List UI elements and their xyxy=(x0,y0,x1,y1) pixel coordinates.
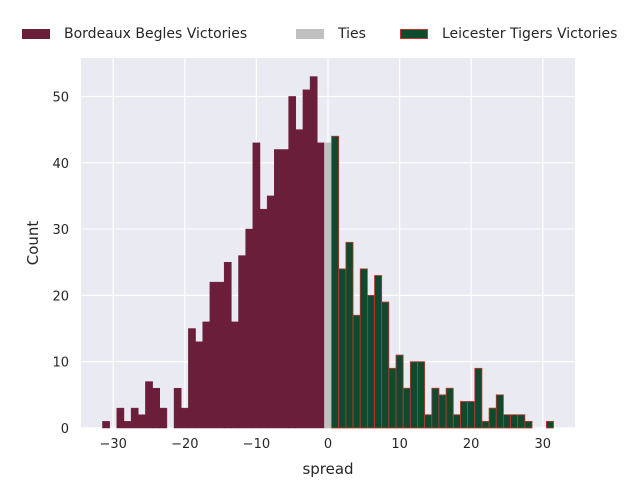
legend-item-ties: Ties xyxy=(296,26,366,42)
bar-bordeaux xyxy=(159,407,168,429)
bar-leicester xyxy=(381,301,390,429)
y-tick-label: 0 xyxy=(61,422,69,437)
bar-leicester xyxy=(417,361,426,429)
y-tick-label: 40 xyxy=(52,157,69,172)
x-tick-label: 10 xyxy=(391,437,408,452)
bar-bordeaux xyxy=(145,381,153,429)
bar-leicester xyxy=(445,387,454,429)
y-tick-label: 30 xyxy=(52,223,69,238)
bar-bordeaux xyxy=(209,281,218,429)
x-tick-label: −10 xyxy=(243,437,270,452)
legend-item-leicester: Leicester Tigers Victories xyxy=(400,26,617,42)
legend-label-bordeaux: Bordeaux Begles Victories xyxy=(64,26,248,42)
bar-leicester xyxy=(510,414,519,429)
bar-bordeaux xyxy=(152,387,161,429)
legend-item-bordeaux: Bordeaux Begles Victories xyxy=(22,26,247,42)
bar-leicester xyxy=(366,294,375,429)
bar-bordeaux xyxy=(302,89,311,429)
y-tick-label: 20 xyxy=(52,289,69,304)
y-tick-label: 50 xyxy=(52,90,69,105)
bar-leicester xyxy=(474,367,483,429)
bar-bordeaux xyxy=(116,407,125,429)
bar-leicester xyxy=(467,401,476,429)
bar-leicester xyxy=(338,268,347,429)
bar-leicester xyxy=(402,387,411,429)
bar-bordeaux xyxy=(245,228,254,429)
bar-bordeaux xyxy=(252,142,261,429)
legend-swatch-leicester xyxy=(400,29,428,39)
legend-label-ties: Ties xyxy=(338,26,366,42)
bar-bordeaux xyxy=(274,149,282,429)
bar-bordeaux xyxy=(309,76,318,429)
bar-bordeaux xyxy=(238,255,246,429)
bar-bordeaux xyxy=(231,321,239,429)
x-tick-label: −20 xyxy=(171,437,198,452)
bar-leicester xyxy=(345,241,354,429)
bar-bordeaux xyxy=(216,281,225,429)
x-tick-label: 30 xyxy=(535,437,552,452)
x-axis-label: spread xyxy=(302,460,353,478)
bar-bordeaux xyxy=(130,407,139,429)
bar-bordeaux xyxy=(295,129,304,429)
bar-leicester xyxy=(431,387,440,429)
y-axis-label: Count xyxy=(24,221,42,266)
bar-leicester xyxy=(409,361,418,429)
legend: Bordeaux Begles Victories Ties Leicester… xyxy=(0,26,640,46)
bar-leicester xyxy=(424,414,433,429)
bar-leicester xyxy=(452,414,461,429)
bar-leicester xyxy=(438,394,447,429)
bar-bordeaux xyxy=(138,414,146,429)
x-tick-label: 0 xyxy=(324,437,332,452)
bar-leicester xyxy=(359,268,368,429)
bar-bordeaux xyxy=(281,149,289,429)
bar-leicester xyxy=(460,401,469,429)
bar-leicester xyxy=(495,394,504,429)
bar-bordeaux xyxy=(180,407,189,429)
bar-leicester xyxy=(374,275,383,429)
legend-swatch-ties xyxy=(296,29,324,39)
legend-swatch-bordeaux xyxy=(22,29,50,39)
bar-bordeaux xyxy=(317,142,325,429)
bar-leicester xyxy=(524,420,533,429)
tick-labels: −30 −20 −10 0 10 20 30 0 10 20 30 40 50 xyxy=(52,90,551,452)
bar-leicester xyxy=(352,314,361,429)
bar-leicester xyxy=(517,414,526,429)
legend-label-leicester: Leicester Tigers Victories xyxy=(442,26,618,42)
bar-bordeaux xyxy=(173,387,182,429)
bar-leicester xyxy=(395,354,404,429)
bar-leicester xyxy=(331,135,340,429)
bar-leicester xyxy=(503,414,511,429)
bar-bordeaux xyxy=(195,341,203,429)
bar-bordeaux xyxy=(259,208,268,429)
bar-ties xyxy=(324,142,332,429)
bar-bordeaux xyxy=(188,328,196,429)
y-tick-label: 10 xyxy=(52,356,69,371)
bar-leicester xyxy=(481,420,490,429)
bar-leicester xyxy=(388,367,397,429)
bar-leicester xyxy=(488,407,497,429)
bar-bordeaux xyxy=(266,195,275,429)
bars xyxy=(102,76,554,429)
bar-leicester xyxy=(545,420,554,429)
bar-bordeaux xyxy=(123,421,132,429)
bar-bordeaux xyxy=(223,261,232,429)
bar-bordeaux xyxy=(202,321,211,429)
x-tick-label: −30 xyxy=(99,437,126,452)
x-tick-label: 20 xyxy=(463,437,480,452)
bar-bordeaux xyxy=(288,96,297,429)
bar-bordeaux xyxy=(102,421,110,429)
